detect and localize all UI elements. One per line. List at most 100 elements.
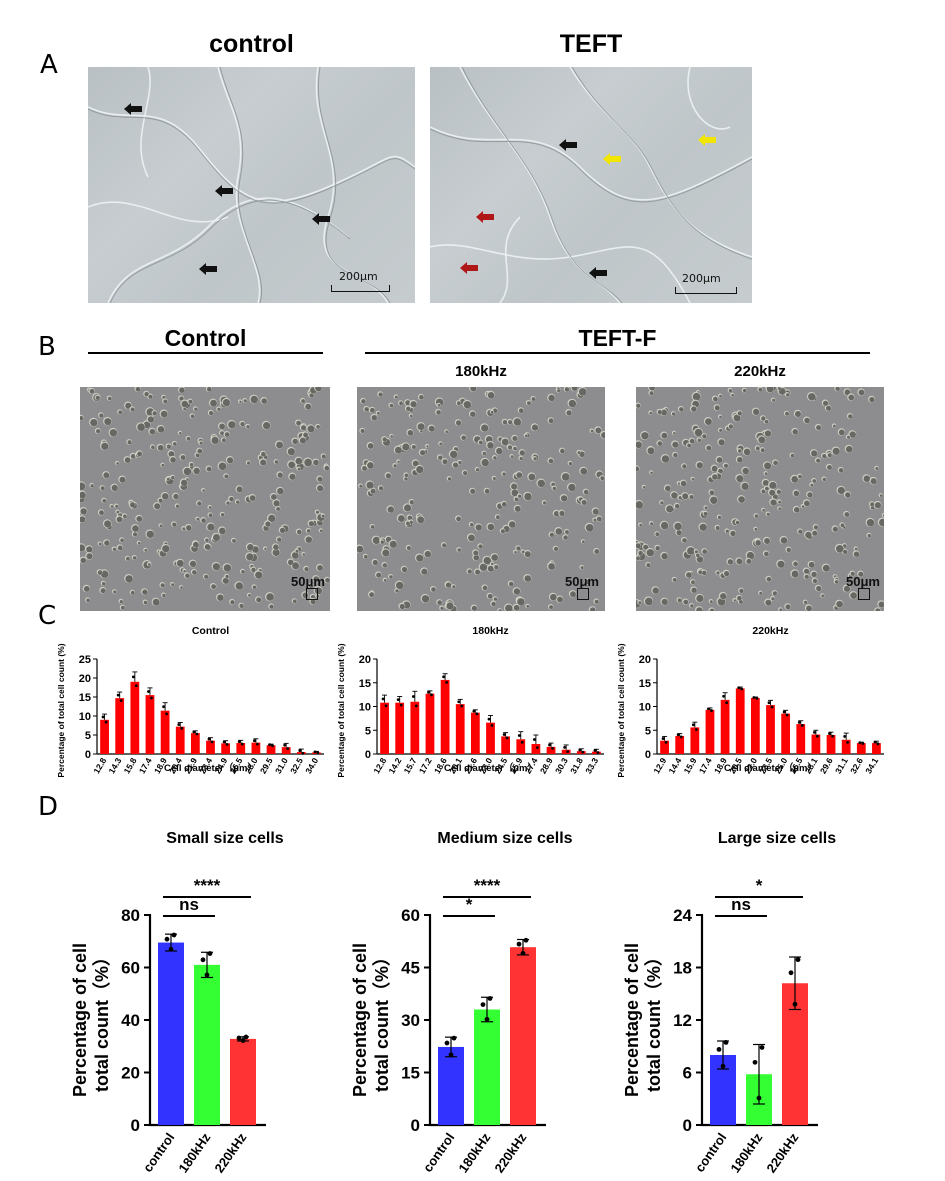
data-point: [283, 743, 287, 747]
data-point: [457, 700, 461, 704]
data-point: [192, 730, 196, 734]
histogram-180khz: 180kHz0510152012.814.215.717.218.620.121…: [336, 625, 604, 778]
y-axis-label-line2: total count（%）: [92, 948, 112, 1092]
data-point: [578, 748, 582, 752]
significance-label: ns: [731, 895, 751, 914]
data-point: [720, 1063, 726, 1069]
data-point: [676, 733, 680, 737]
y-tick-label: 20: [79, 673, 91, 685]
cell-outlines-teft: [430, 67, 752, 303]
scale-box-icon: [306, 588, 318, 600]
bar: [531, 744, 541, 754]
black-arrow-icon: [199, 263, 217, 275]
x-tick-label: 180kHz: [455, 1130, 493, 1176]
data-point: [204, 972, 210, 978]
x-tick-label: 220kHz: [211, 1130, 249, 1176]
scale-bar: [331, 285, 390, 292]
red-arrow-icon: [460, 262, 478, 274]
data-point: [301, 751, 305, 755]
bar: [130, 681, 140, 754]
y-tick-label: 0: [85, 749, 91, 761]
data-point: [104, 720, 108, 724]
y-tick-label: 15: [401, 1064, 420, 1083]
data-point: [177, 723, 181, 726]
data-point: [237, 740, 241, 744]
bar: [395, 702, 405, 754]
y-tick-label: 20: [121, 1064, 140, 1083]
data-point: [858, 741, 862, 744]
x-tick-label: 33.3: [583, 756, 600, 776]
data-point: [563, 745, 567, 749]
data-point: [816, 734, 819, 738]
panel-b-control-title: Control: [164, 325, 247, 351]
data-point: [442, 675, 445, 679]
bar: [660, 740, 669, 754]
y-tick-label: 0: [411, 1116, 420, 1135]
data-point: [131, 675, 135, 679]
x-tick-label: 12.8: [91, 756, 108, 776]
data-point: [164, 936, 170, 942]
x-tick-label: 31.8: [568, 756, 585, 776]
data-point: [846, 741, 850, 744]
data-point: [533, 738, 536, 741]
red-arrow-icon: [476, 211, 494, 223]
cell-dots: [636, 387, 884, 611]
chart-title: Control: [192, 625, 229, 637]
data-point: [399, 703, 403, 707]
y-tick-label: 5: [85, 730, 91, 742]
data-point: [207, 951, 213, 956]
data-point: [384, 704, 388, 708]
x-tick-label: 220kHz: [763, 1130, 801, 1176]
bar: [100, 719, 109, 754]
panel-label-a: A: [40, 50, 58, 80]
data-point: [381, 697, 385, 701]
bar: [230, 1038, 256, 1125]
scale-box-icon: [577, 588, 589, 600]
y-axis-label-line1: Percentage of cell: [622, 943, 642, 1097]
data-point: [785, 713, 789, 717]
y-axis-label-line1: Percentage of cell: [70, 943, 90, 1097]
data-point: [147, 690, 150, 693]
data-point: [451, 1035, 457, 1041]
data-point: [240, 1038, 246, 1043]
significance-label: *: [756, 876, 763, 895]
x-axis-label: Cell diameter（μm）: [164, 762, 257, 774]
y-tick-label: 0: [645, 749, 651, 761]
data-point: [752, 1059, 758, 1065]
data-point: [691, 723, 695, 727]
bar: [841, 739, 851, 754]
data-point: [168, 946, 174, 952]
data-point: [516, 941, 522, 947]
data-point: [792, 1001, 798, 1007]
bar: [811, 734, 821, 754]
data-point: [520, 950, 526, 956]
data-point: [797, 721, 801, 724]
bar: [221, 743, 231, 754]
y-tick-label: 18: [673, 959, 692, 978]
y-axis-label: Percentage of total cell count (%): [616, 643, 626, 777]
data-point: [755, 696, 759, 700]
data-point: [759, 1045, 765, 1050]
bar: [510, 947, 536, 1125]
data-point: [767, 701, 771, 705]
bar: [158, 942, 184, 1125]
micrograph-b-control: 50μm: [80, 387, 330, 611]
black-arrow-icon: [312, 213, 330, 225]
bar: [236, 742, 246, 754]
panel-b-sub-180: 180kHz: [455, 363, 507, 380]
y-tick-label: 30: [401, 1011, 420, 1030]
scale-label: 50μm: [846, 574, 880, 589]
data-point: [134, 684, 138, 688]
panel-label-d: D: [38, 792, 59, 822]
bar: [145, 695, 155, 754]
y-tick-label: 0: [683, 1116, 692, 1135]
scale-label: 50μm: [291, 574, 325, 589]
scale-bar: [675, 287, 737, 294]
data-point: [843, 735, 847, 738]
data-point: [740, 687, 744, 691]
data-point: [596, 751, 600, 754]
yellow-arrow-icon: [603, 153, 621, 165]
bar: [410, 701, 420, 754]
y-tick-label: 45: [401, 959, 420, 978]
data-point: [480, 1002, 486, 1007]
